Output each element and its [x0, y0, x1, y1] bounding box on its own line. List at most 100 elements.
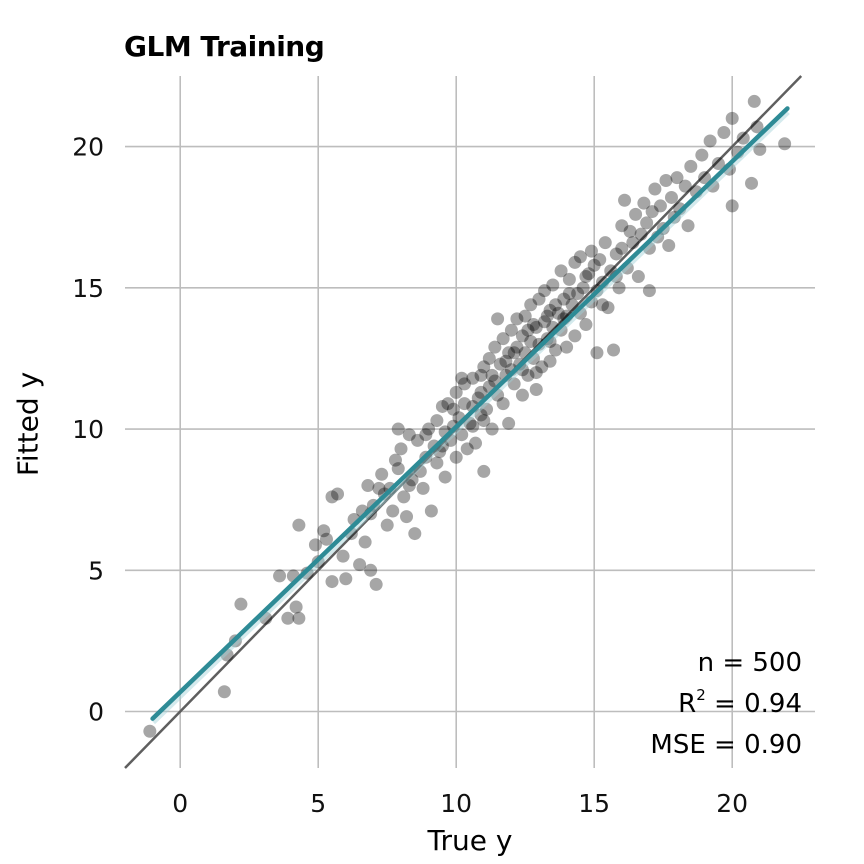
y-tick-label: 5: [88, 556, 104, 585]
data-point: [402, 479, 416, 493]
data-point: [593, 253, 607, 267]
data-point: [485, 368, 499, 382]
data-point: [653, 199, 667, 213]
data-point: [411, 433, 425, 447]
data-point: [642, 284, 656, 298]
data-point: [331, 487, 345, 501]
data-point: [582, 267, 596, 281]
data-point: [535, 360, 549, 374]
data-point: [435, 399, 449, 413]
data-point: [143, 724, 157, 738]
data-point: [430, 414, 444, 428]
data-point: [488, 340, 502, 354]
data-point: [319, 532, 333, 546]
data-point: [400, 510, 414, 524]
data-point: [607, 343, 621, 357]
data-point: [482, 351, 496, 365]
data-point: [477, 360, 491, 374]
data-point: [419, 428, 433, 442]
data-point: [629, 207, 643, 221]
data-point: [397, 490, 411, 504]
data-point: [502, 346, 516, 360]
data-point: [391, 422, 405, 436]
data-point: [612, 281, 626, 295]
y-tick-label: 10: [72, 415, 104, 444]
data-point: [698, 171, 712, 185]
grid: [125, 76, 815, 768]
data-point: [292, 611, 306, 625]
data-point: [455, 371, 469, 385]
r2-annotation: R2 = 0.94: [650, 684, 802, 725]
data-point: [510, 312, 524, 326]
data-point: [372, 481, 386, 495]
data-point: [725, 111, 739, 125]
data-point: [587, 258, 601, 272]
data-point: [292, 518, 306, 532]
data-point: [449, 450, 463, 464]
x-tick-label: 15: [578, 789, 610, 818]
data-point: [380, 518, 394, 532]
data-point: [273, 569, 287, 583]
data-point: [717, 125, 731, 139]
data-point: [325, 490, 339, 504]
data-point: [562, 272, 576, 286]
data-point: [480, 402, 494, 416]
data-point: [571, 286, 585, 300]
data-point: [353, 558, 367, 572]
data-point: [507, 377, 521, 391]
data-point: [664, 190, 678, 204]
data-point: [529, 366, 543, 380]
data-point: [532, 292, 546, 306]
data-point: [565, 298, 579, 312]
data-point: [308, 538, 322, 552]
data-point: [560, 340, 574, 354]
data-point: [422, 422, 436, 436]
data-point: [460, 442, 474, 456]
data-point: [441, 397, 455, 411]
data-point: [375, 467, 389, 481]
data-point: [446, 402, 460, 416]
r2-superscript: 2: [696, 686, 706, 704]
y-tick-label: 20: [72, 133, 104, 162]
data-point: [518, 309, 532, 323]
data-point: [753, 142, 767, 156]
data-point: [391, 462, 405, 476]
data-point: [402, 428, 416, 442]
data-point: [745, 176, 759, 190]
data-point: [430, 456, 444, 470]
data-point: [543, 303, 557, 317]
data-point: [449, 385, 463, 399]
data-point: [554, 264, 568, 278]
data-point: [526, 318, 540, 332]
data-point: [510, 340, 524, 354]
data-point: [747, 94, 761, 108]
data-point: [540, 309, 554, 323]
data-point: [515, 329, 529, 343]
data-point: [681, 219, 695, 233]
data-point: [609, 247, 623, 261]
data-point: [457, 397, 471, 411]
data-point: [579, 270, 593, 284]
data-point: [507, 346, 521, 360]
data-point: [289, 600, 303, 614]
data-point: [568, 255, 582, 269]
x-tick-label: 10: [440, 789, 472, 818]
mse-annotation: MSE = 0.90: [650, 730, 802, 760]
data-point: [573, 250, 587, 264]
data-point: [521, 323, 535, 337]
data-point: [485, 422, 499, 436]
data-point: [736, 131, 750, 145]
data-point: [529, 320, 543, 334]
data-point: [778, 137, 792, 151]
data-point: [477, 414, 491, 428]
data-point: [590, 346, 604, 360]
data-point: [521, 368, 535, 382]
data-point: [336, 549, 350, 563]
data-point: [538, 315, 552, 329]
data-point: [386, 504, 400, 518]
data-point: [463, 416, 477, 430]
data-point: [281, 611, 295, 625]
data-point: [466, 371, 480, 385]
data-point: [598, 236, 612, 250]
chart-title: GLM Training: [124, 30, 325, 63]
